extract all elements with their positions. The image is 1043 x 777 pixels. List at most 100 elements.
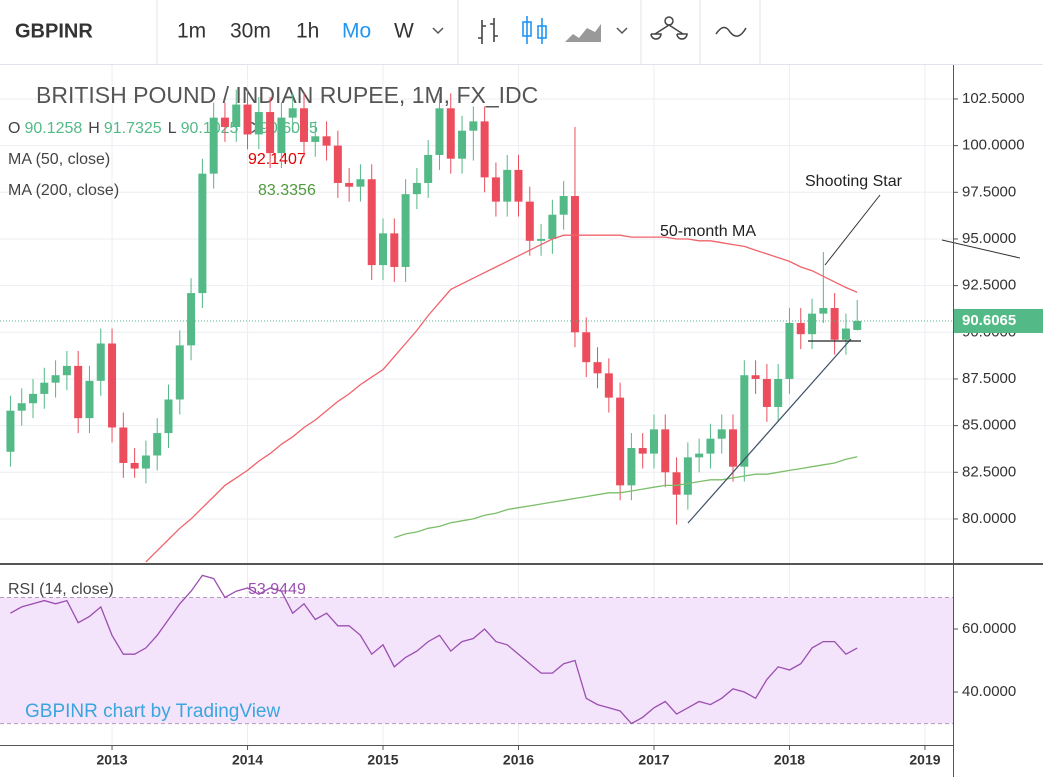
candle-body — [356, 179, 365, 187]
legend-name: MA (50, close) — [8, 151, 110, 168]
candle-body — [808, 313, 817, 335]
candle-body — [480, 121, 489, 178]
toolbar — [0, 0, 1043, 64]
candle-body — [514, 169, 523, 202]
y-tick-label: 97.5000 — [962, 183, 1016, 200]
y-tick-label: 85.0000 — [962, 417, 1016, 434]
bar-icon[interactable] — [478, 18, 498, 44]
last-price-tag — [954, 308, 1043, 333]
candle-body — [187, 293, 196, 346]
interval[interactable]: W — [394, 20, 414, 43]
x-tick-label: 2019 — [909, 752, 940, 768]
candle-body — [141, 455, 150, 469]
symbol[interactable]: GBPINR — [15, 20, 93, 42]
line-series — [394, 456, 858, 539]
rsi-band — [0, 597, 953, 724]
candle-body — [412, 182, 421, 195]
candle-body — [164, 399, 173, 434]
interval[interactable]: 30m — [230, 20, 271, 43]
candle-body — [51, 375, 60, 383]
compare-icon[interactable] — [715, 26, 747, 37]
candle-body — [604, 373, 613, 398]
candle-body — [243, 104, 252, 135]
interval[interactable]: 1h — [296, 20, 319, 43]
y-tick-label: 102.5000 — [962, 90, 1025, 107]
candle-body — [379, 233, 388, 266]
ohlc-prefix: O — [8, 120, 20, 137]
candle-body — [254, 112, 263, 135]
pointer-line — [941, 239, 1021, 259]
candle-body — [85, 380, 94, 419]
candle-body — [796, 322, 805, 335]
candle-body — [661, 429, 670, 473]
candle-body — [299, 108, 308, 142]
candle-body — [333, 145, 342, 183]
candle-icon[interactable] — [522, 16, 547, 44]
candle-body — [491, 177, 500, 202]
candle-body — [729, 429, 738, 467]
candle-body — [119, 427, 128, 463]
candle-body — [40, 382, 49, 394]
y-tick-label: 80.0000 — [962, 510, 1016, 527]
legend-value: 83.3356 — [258, 182, 316, 199]
ohlc-prefix: L — [168, 120, 177, 137]
indicators-icon[interactable] — [650, 16, 688, 40]
candle-body — [830, 308, 839, 340]
candle-body — [220, 117, 229, 127]
candle-body — [469, 121, 478, 131]
rsi-pane — [0, 574, 953, 725]
candle-body — [6, 410, 15, 452]
chevron[interactable] — [616, 27, 628, 35]
candle-body — [288, 108, 297, 118]
candle-body — [559, 196, 568, 215]
candle-body — [209, 117, 218, 174]
candle-body — [17, 403, 26, 411]
interval[interactable]: Mo — [342, 20, 371, 43]
trend-line — [687, 338, 852, 524]
candle-body — [345, 182, 354, 187]
candle-body — [751, 375, 760, 379]
candle-body — [582, 332, 591, 363]
candle-body — [819, 308, 828, 314]
candle-body — [616, 397, 625, 486]
candle-body — [649, 429, 658, 454]
x-tick-label: 2016 — [503, 752, 534, 768]
candle-body — [717, 429, 726, 439]
candle-body — [627, 448, 636, 486]
candle-body — [740, 375, 749, 467]
x-tick-label: 2014 — [232, 752, 263, 768]
price-pane — [0, 89, 953, 563]
candle-body — [785, 322, 794, 379]
candle-body — [232, 104, 241, 127]
candle-body — [424, 154, 433, 183]
ohlc-value: 90.1258 — [24, 120, 82, 137]
x-tick-label: 2018 — [774, 752, 805, 768]
candle-body — [322, 136, 331, 146]
y-tick-label: 95.0000 — [962, 230, 1016, 247]
legend-value: 92.1407 — [248, 151, 306, 168]
candle-body — [96, 343, 105, 381]
candle-body — [525, 201, 534, 241]
y-tick-label: 87.5000 — [962, 370, 1016, 387]
y-tick-label: 100.0000 — [962, 137, 1025, 154]
pointer-line — [824, 194, 881, 266]
last-price-label: 90.6065 — [962, 312, 1016, 329]
candle-body — [153, 433, 162, 456]
candle-body — [390, 233, 399, 267]
y-tick-label: 82.5000 — [962, 463, 1016, 480]
area-icon[interactable] — [565, 24, 601, 42]
candle-body — [435, 108, 444, 155]
interval[interactable]: 1m — [177, 20, 206, 43]
chevron[interactable] — [432, 27, 444, 35]
y-tick-label: 40.0000 — [962, 683, 1016, 700]
chart-title: BRITISH POUND / INDIAN RUPEE, 1M, FX_IDC — [36, 82, 538, 108]
candle-body — [841, 328, 850, 340]
candle-body — [311, 136, 320, 142]
candle-body — [62, 365, 71, 376]
legend-name: MA (200, close) — [8, 182, 119, 199]
candle-body — [198, 173, 207, 294]
candle-body — [706, 438, 715, 454]
